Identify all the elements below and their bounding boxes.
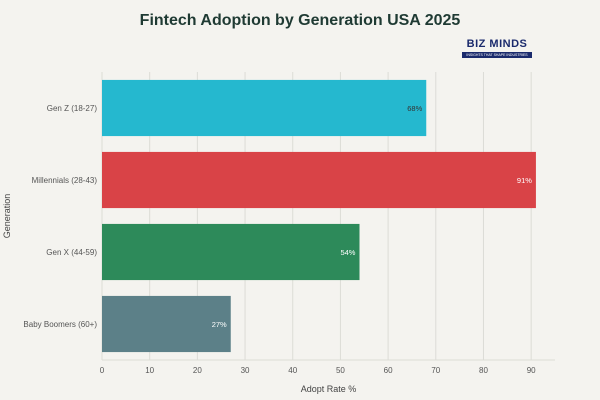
x-tick-label-7: 70 (431, 366, 440, 375)
x-tick-label-6: 60 (384, 366, 393, 375)
bars (102, 79, 536, 353)
y-axis-title: Generation (2, 194, 12, 239)
logo-text: BIZ MINDS (466, 38, 528, 50)
x-tick-label-8: 80 (479, 366, 488, 375)
bar-1 (102, 151, 536, 209)
x-axis-title: Adopt Rate % (301, 384, 357, 394)
bar-0 (102, 79, 427, 137)
category-label-3: Baby Boomers (60+) (23, 320, 97, 329)
x-tick-labels: 0 10 20 30 40 50 60 70 80 90 (100, 366, 536, 375)
data-label-3: 27% (212, 320, 227, 329)
category-label-1: Millennials (28-43) (32, 176, 98, 185)
data-label-1: 91% (517, 176, 532, 185)
data-labels: 68% 91% 54% 27% (212, 104, 533, 329)
data-label-2: 54% (340, 248, 355, 257)
bizminds-logo: BIZ MINDS INSIGHTS THAT SHAPE INDUSTRIES (460, 38, 534, 60)
x-tick-label-9: 90 (527, 366, 536, 375)
logo-tagline: INSIGHTS THAT SHAPE INDUSTRIES (462, 52, 532, 58)
data-label-0: 68% (407, 104, 422, 113)
category-label-0: Gen Z (18-27) (47, 104, 98, 113)
x-tick-label-2: 20 (193, 366, 202, 375)
bar-3 (102, 295, 231, 353)
category-label-2: Gen X (44-59) (46, 248, 97, 257)
x-tick-label-3: 30 (241, 366, 250, 375)
chart-title: Fintech Adoption by Generation USA 2025 (139, 12, 461, 29)
category-labels: Gen Z (18-27) Millennials (28-43) Gen X (4… (23, 104, 97, 329)
x-tick-label-5: 50 (336, 366, 345, 375)
x-tick-label-1: 10 (145, 366, 154, 375)
bar-2 (102, 223, 360, 281)
x-tick-label-4: 40 (288, 366, 297, 375)
x-tick-label-0: 0 (100, 366, 105, 375)
